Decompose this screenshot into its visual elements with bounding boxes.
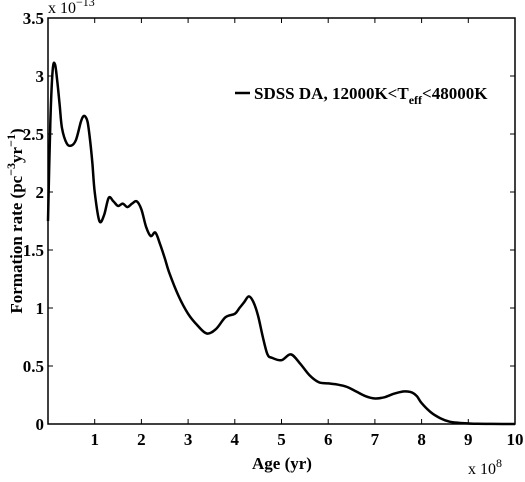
x-ticks: 1 2 3 4 5 6 7 8 9 10 — [90, 18, 524, 449]
legend: SDSS DA, 12000K<Teff<48000K — [235, 84, 488, 107]
x-tick-label: 3 — [184, 430, 193, 449]
y-tick-label: 3 — [36, 67, 45, 86]
plot-frame — [47, 17, 516, 425]
y-tick-label: 3.5 — [23, 9, 44, 28]
y-tick-label: 0.5 — [23, 357, 44, 376]
y-tick-label: 2 — [36, 183, 45, 202]
y-tick-label: 1 — [36, 299, 45, 318]
x-multiplier: x 108 — [468, 456, 502, 478]
y-tick-label: 2.5 — [23, 125, 44, 144]
y-tick-label: 1.5 — [23, 241, 44, 260]
x-tick-label: 4 — [231, 430, 240, 449]
y-axis-label: Formation rate (pc−3yr−1) — [4, 128, 26, 313]
x-tick-label: 1 — [90, 430, 99, 449]
x-tick-label: 2 — [137, 430, 146, 449]
x-axis-label: Age (yr) — [252, 454, 312, 473]
x-tick-label: 9 — [464, 430, 473, 449]
series-line — [46, 61, 516, 426]
x-tick-label: 6 — [324, 430, 333, 449]
legend-entry: SDSS DA, 12000K<Teff<48000K — [254, 84, 488, 107]
x-tick-label: 10 — [507, 430, 524, 449]
y-ticks: 0 0.5 1 1.5 2 2.5 3 3.5 — [23, 9, 515, 434]
x-tick-label: 5 — [277, 430, 286, 449]
y-multiplier: x 10−13 — [48, 0, 95, 17]
y-tick-label: 0 — [36, 415, 45, 434]
x-tick-label: 7 — [371, 430, 380, 449]
x-tick-label: 8 — [417, 430, 426, 449]
